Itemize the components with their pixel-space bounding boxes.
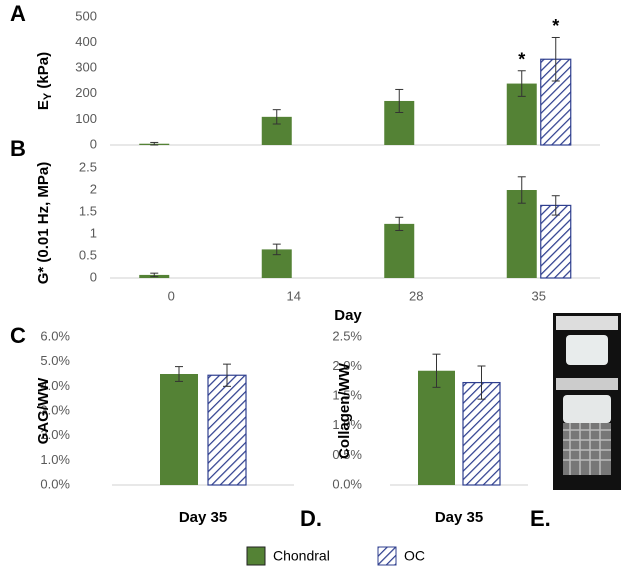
y-tick-label: 0.0% [40,476,70,491]
x-tick-label: 14 [287,288,301,303]
legend-label: Chondral [273,548,330,564]
y-axis-label-main: E [35,100,52,110]
legend-label: OC [404,548,425,564]
y-tick-label: 2.5 [79,159,97,174]
y-tick-label: 2 [90,181,97,196]
y-tick-label: 1.0% [332,417,362,432]
photo [553,313,621,490]
y-tick-label: 0 [90,269,97,284]
y-tick-label: 0.0% [332,476,362,491]
y-axis-label: Collagen/WW [336,362,353,459]
y-tick-label: 1.0% [40,452,70,467]
error-bar [517,176,526,204]
y-tick-label: 6.0% [40,328,70,343]
error-bar [551,36,560,82]
y-tick-label: 500 [75,8,97,23]
x-tick-label: 28 [409,288,423,303]
y-tick-label: 0.5 [79,247,97,262]
x-tick-label: Day 35 [179,509,227,526]
error-bar [272,109,281,125]
error-bar [272,243,281,256]
error-bar [395,216,404,231]
y-tick-label: 3.0% [40,402,70,417]
panel-label: C [10,323,26,348]
x-tick-label: 35 [532,288,546,303]
error-bar [517,70,526,97]
y-axis-label-rest: (kPa) [35,52,52,93]
y-tick-label: 200 [75,85,97,100]
y-tick-label: 2.5% [332,328,362,343]
legend-swatch [377,546,397,566]
panel-label: B [10,136,26,161]
error-bar [175,366,183,382]
error-bar [432,353,441,388]
panel-label: E. [530,506,551,531]
y-tick-label: 0.5% [332,447,362,462]
y-axis-label: G* (0.01 Hz, MPa) [35,162,52,285]
bar [418,370,455,485]
error-bar [477,365,486,400]
x-tick-label: Day 35 [435,509,483,526]
y-tick-label: 300 [75,60,97,75]
y-tick-label: 2.0% [40,427,70,442]
bar [506,190,537,278]
x-tick-label: 0 [168,288,175,303]
panel-label: A [10,1,26,26]
error-bar [150,141,159,146]
y-tick-label: 1.5% [332,388,362,403]
y-axis-label: EY (kPa) [35,52,54,110]
annotation: * [552,16,559,36]
bar [540,204,572,279]
y-tick-label: 1 [90,225,97,240]
y-tick-label: 2.0% [332,358,362,373]
x-axis-label: Day [334,307,362,324]
error-bar [150,272,159,278]
y-tick-label: 400 [75,34,97,49]
y-tick-label: 1.5 [79,203,97,218]
error-bar [395,88,404,113]
bar [207,374,247,486]
y-tick-label: 5.0% [40,353,70,368]
y-axis-label-sub: Y [42,92,54,100]
y-tick-label: 100 [75,111,97,126]
error-bar [223,363,231,387]
error-bar [551,195,560,216]
y-axis-label: GAG/WW [35,377,52,444]
bar [160,374,198,485]
y-tick-label: 0 [90,136,97,151]
bar [384,223,415,278]
legend-swatch [246,546,266,566]
y-tick-label: 4.0% [40,378,70,393]
panel-label: D. [300,506,322,531]
annotation: * [518,50,525,70]
